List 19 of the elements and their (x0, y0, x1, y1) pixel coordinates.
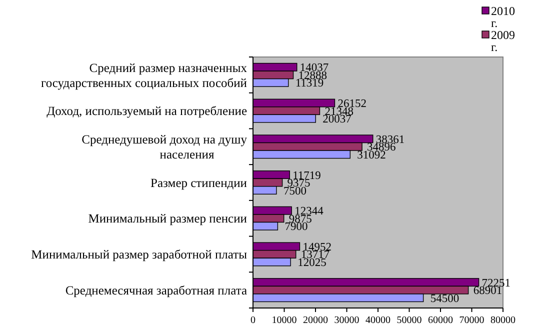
legend-label: 2010 г. (491, 4, 515, 30)
x-tick-label: 30000 (334, 315, 360, 325)
y-tick-label: Средний размер назначенных государственных социальных пособий (41, 60, 248, 90)
x-tick-label: 0 (250, 315, 256, 325)
x-tick-label: 60000 (428, 315, 453, 325)
y-tick-label: Среднемесячная заработная плата (65, 283, 248, 298)
x-tick-label: 40000 (366, 315, 390, 325)
y-tick-label: Доход, используемый на потребление (46, 104, 248, 118)
y-tick-label: Среднедушевой доход на душу населения (82, 132, 248, 162)
x-tick-label: 70000 (459, 315, 484, 325)
legend-label: 2009 г. (491, 28, 515, 54)
y-tick-label: Минимальный размер заработной платы (31, 248, 248, 262)
y-tick-label: Размер стипендии (150, 176, 248, 190)
x-tick-label: 10000 (272, 315, 297, 325)
y-tick-label: Минимальный размер пенсии (88, 212, 248, 226)
x-tick-label: 50000 (396, 315, 422, 325)
x-tick-label: 20000 (303, 315, 328, 325)
data-label: 54500 (430, 292, 460, 305)
x-tick-label: 80000 (490, 315, 516, 325)
